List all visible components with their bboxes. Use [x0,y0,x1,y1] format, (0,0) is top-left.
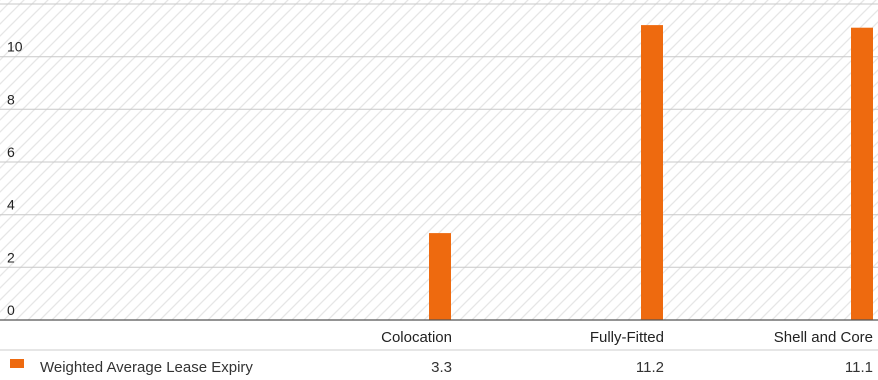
bar [429,233,451,320]
y-axis-ticks: 0 2 4 6 8 10 12 [7,0,23,318]
legend-series-name: Weighted Average Lease Expiry [40,359,253,376]
data-label: 3.3 [431,359,452,376]
bar-series [429,25,873,320]
y-tick-label: 12 [7,0,23,2]
legend-row: Weighted Average Lease Expiry 3.3 11.2 11.1 [10,359,873,376]
y-tick-label: 6 [7,144,15,160]
gridlines [0,3,878,268]
y-tick-label: 4 [7,197,15,213]
y-tick-label: 8 [7,91,15,107]
legend-swatch [10,359,24,368]
category-label: Fully-Fitted [590,329,664,346]
y-tick-label: 2 [7,249,15,265]
data-label: 11.2 [636,359,664,376]
bar [641,25,663,320]
category-label: Shell and Core [774,329,873,346]
y-tick-label: 0 [7,302,15,318]
bar [851,27,873,320]
data-label: 11.1 [845,359,873,376]
y-tick-label: 10 [7,39,23,55]
category-label: Colocation [381,329,452,346]
category-labels: Colocation Fully-Fitted Shell and Core [381,329,873,346]
